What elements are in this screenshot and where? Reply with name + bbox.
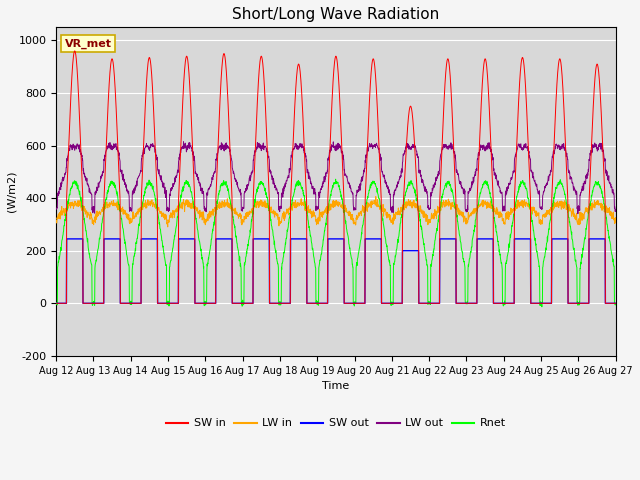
Title: Short/Long Wave Radiation: Short/Long Wave Radiation bbox=[232, 7, 440, 22]
Y-axis label: (W/m2): (W/m2) bbox=[7, 171, 17, 212]
Legend: SW in, LW in, SW out, LW out, Rnet: SW in, LW in, SW out, LW out, Rnet bbox=[161, 414, 511, 433]
X-axis label: Time: Time bbox=[323, 381, 349, 391]
Text: VR_met: VR_met bbox=[65, 39, 111, 49]
